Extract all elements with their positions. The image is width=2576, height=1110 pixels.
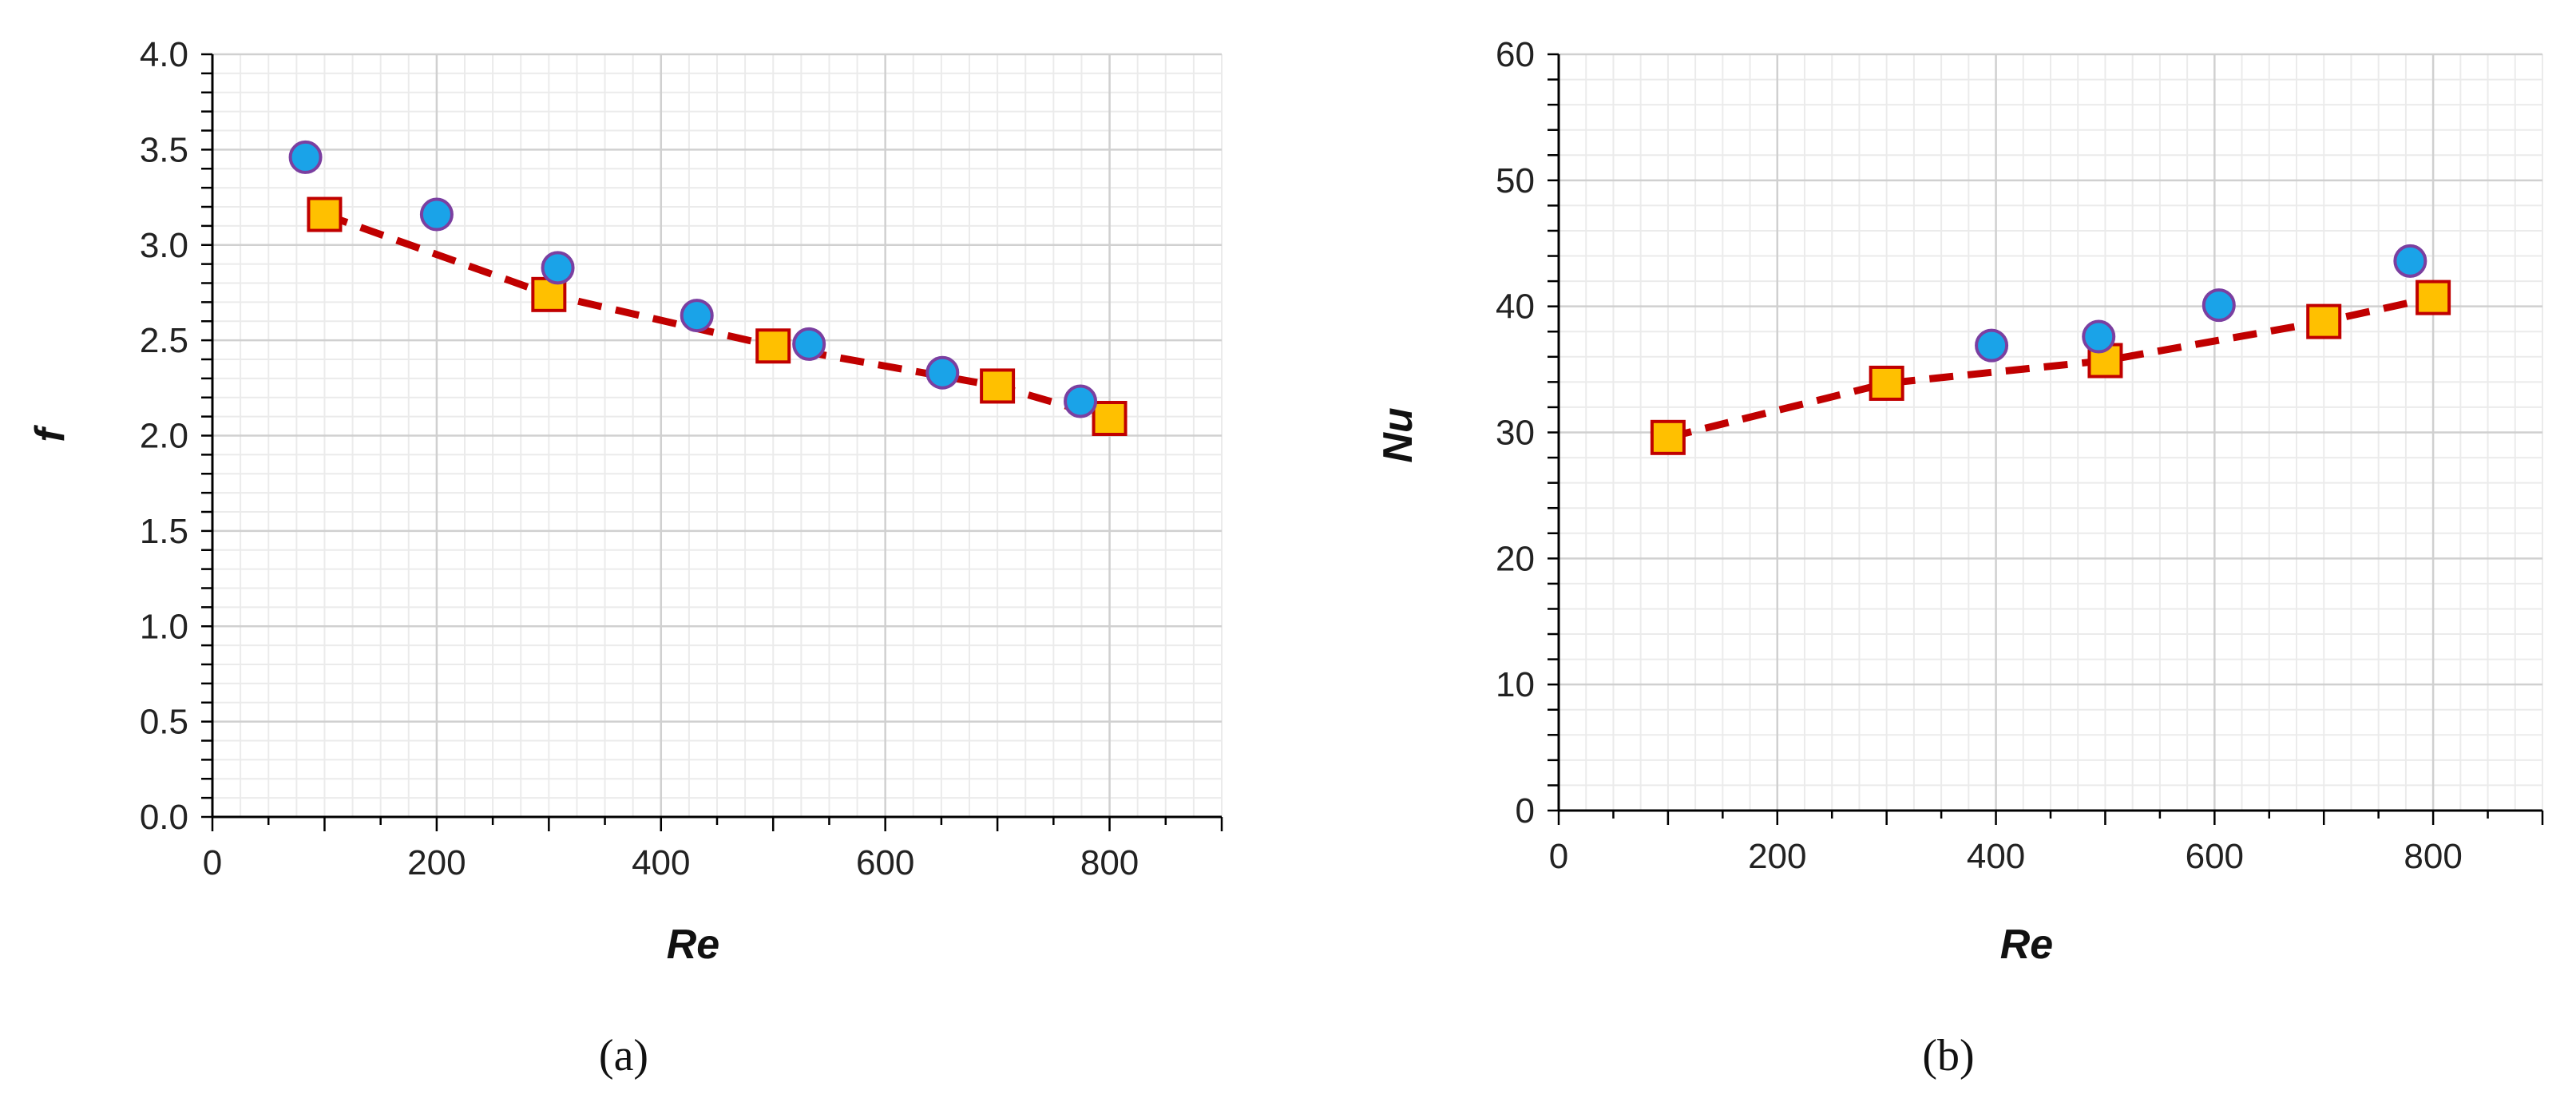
data-point-circle	[1975, 328, 2009, 363]
x-tick-label: 800	[2404, 837, 2462, 876]
y-tick-label: 0.0	[140, 798, 188, 837]
data-point-circle	[680, 299, 714, 333]
y-tick-label: 2.5	[140, 321, 188, 360]
y-tick-label: 3.5	[140, 130, 188, 169]
x-tick-label: 200	[407, 843, 466, 882]
y-tick-label: 1.5	[140, 512, 188, 551]
x-tick-label: 600	[2186, 837, 2244, 876]
panel-label: (b)	[1922, 1031, 1974, 1080]
data-point-square	[2415, 279, 2451, 315]
y-tick-label: 1.0	[140, 607, 188, 646]
y-tick-label: 50	[1496, 161, 1535, 200]
y-tick-label: 3.0	[140, 226, 188, 265]
y-tick-label: 2.0	[140, 417, 188, 456]
data-point-circle	[792, 327, 826, 361]
x-tick-label: 400	[632, 843, 690, 882]
y-tick-label: 4.0	[140, 35, 188, 74]
x-tick-label: 600	[856, 843, 914, 882]
y-tick-label: 0	[1516, 791, 1535, 831]
y-tick-label: 60	[1496, 35, 1535, 74]
x-axis-label: Re	[667, 922, 719, 968]
x-tick-label: 200	[1748, 837, 1806, 876]
y-axis-label: Nu	[1375, 407, 1421, 462]
panel-label: (a)	[599, 1031, 648, 1080]
x-tick-label: 0	[1549, 837, 1568, 876]
data-point-circle	[2082, 319, 2116, 354]
data-point-square	[980, 368, 1016, 404]
y-tick-label: 0.5	[140, 703, 188, 742]
data-point-circle	[288, 140, 323, 174]
data-point-square	[1650, 419, 1686, 455]
data-point-circle	[2393, 244, 2427, 278]
data-point-circle	[541, 251, 575, 285]
y-tick-label: 20	[1496, 539, 1535, 578]
x-tick-label: 0	[203, 843, 222, 882]
x-axis-label: Re	[2000, 922, 2053, 968]
y-tick-label: 40	[1496, 287, 1535, 327]
data-point-square	[1092, 401, 1127, 437]
y-tick-label: 10	[1496, 665, 1535, 704]
x-tick-label: 400	[1967, 837, 2025, 876]
data-point-square	[755, 328, 791, 364]
x-tick-label: 800	[1080, 843, 1139, 882]
data-point-circle	[419, 197, 454, 232]
y-axis-label: f	[27, 425, 73, 442]
panel-a-chart: 0 200 400 600 800 0.0 0.5 1.0 1.5 2.0 2.5 3.0 3.5 4.0…	[27, 35, 1223, 1080]
data-point-circle	[1064, 384, 1098, 418]
y-tick-label: 30	[1496, 414, 1535, 453]
data-point-circle	[2201, 288, 2236, 323]
data-point-square	[1869, 365, 1904, 401]
data-point-square	[307, 196, 343, 232]
data-point-circle	[925, 355, 960, 390]
data-point-square	[2306, 303, 2342, 339]
panel-b-chart: 0 200 400 600 800 0 10 20 30 40 50 60 Re Nu (b)	[1375, 35, 2544, 1080]
